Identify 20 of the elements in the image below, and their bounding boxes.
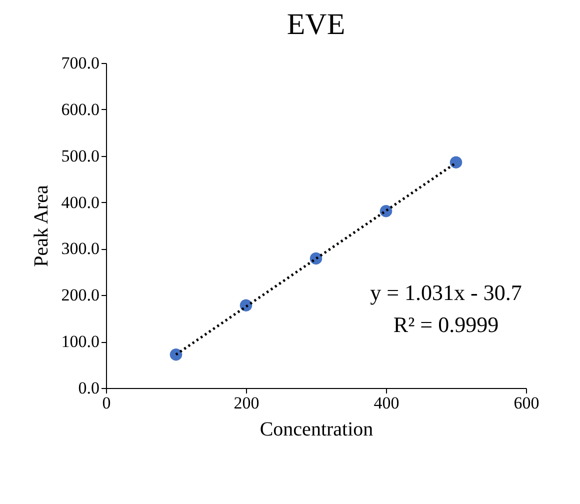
point bbox=[380, 204, 392, 218]
annotation: R² = 0.9999 bbox=[393, 312, 499, 337]
annotation: y = 1.031x - 30.7 bbox=[370, 280, 522, 305]
x-tick-label: 400 bbox=[374, 394, 400, 412]
y-tick-label: 100.0 bbox=[61, 332, 100, 352]
y-tick-label: 300.0 bbox=[61, 239, 100, 258]
y-tick-label: 700.0 bbox=[61, 54, 100, 72]
x-tick-label: 0 bbox=[102, 394, 111, 412]
point bbox=[170, 348, 182, 361]
point bbox=[450, 156, 462, 168]
chart-title: EVE bbox=[286, 8, 346, 41]
y-tick-label: 500.0 bbox=[61, 146, 100, 166]
y-tick-label: 200.0 bbox=[61, 286, 100, 305]
x-tick-label: 600 bbox=[514, 394, 540, 412]
y-tick-label: 600.0 bbox=[61, 100, 100, 119]
y-axis-title: Peak Area bbox=[30, 185, 52, 267]
x-tick-label: 200 bbox=[234, 394, 260, 412]
y-tick-label: 0.0 bbox=[78, 378, 100, 398]
y-tick-label: 400.0 bbox=[61, 192, 100, 212]
x-axis-title: Concentration bbox=[260, 418, 374, 440]
